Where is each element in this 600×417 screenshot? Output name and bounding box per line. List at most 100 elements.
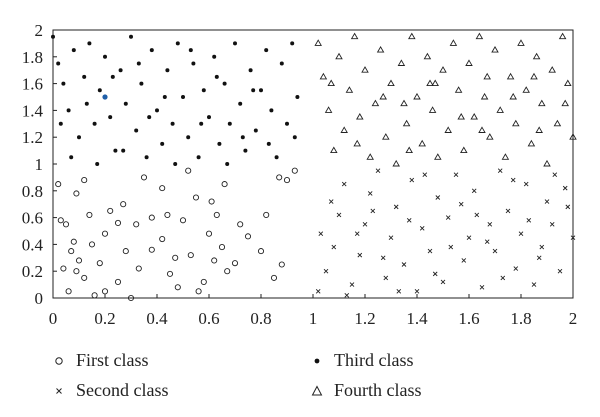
data-point [544, 199, 550, 204]
data-point [426, 79, 434, 87]
data-point [318, 231, 324, 236]
data-point [122, 248, 129, 255]
data-point [509, 92, 517, 100]
data-point [548, 66, 556, 73]
data-point [285, 121, 289, 126]
data-point [388, 235, 394, 241]
data-point [82, 74, 87, 79]
data-point [101, 230, 109, 237]
data-point [380, 255, 386, 261]
data-point [512, 119, 520, 127]
data-point [208, 198, 215, 205]
data-point [217, 141, 222, 146]
data-point [195, 288, 202, 295]
data-point [237, 221, 244, 228]
data-point [392, 159, 400, 167]
x-tick-label: 0.8 [250, 309, 271, 328]
data-point [181, 95, 185, 99]
data-point [84, 101, 89, 106]
data-point [480, 92, 489, 100]
data-point [121, 148, 126, 153]
data-point [315, 288, 321, 294]
data-point [530, 72, 538, 80]
data-point [81, 177, 88, 184]
data-point [474, 212, 480, 218]
data-point [453, 172, 459, 178]
y-tick-label: 1.6 [22, 75, 43, 94]
data-point [227, 121, 232, 126]
data-point [553, 119, 562, 127]
data-point [69, 155, 74, 160]
data-point [330, 146, 338, 154]
data-point [314, 39, 322, 46]
data-point [144, 155, 149, 160]
data-point [517, 39, 525, 46]
x-tick-label: 2 [569, 309, 578, 328]
y-tick-label: 0.4 [22, 235, 44, 254]
data-point [527, 139, 536, 147]
data-point [393, 204, 399, 210]
data-point [96, 260, 103, 267]
data-point [387, 79, 395, 87]
data-point [418, 139, 426, 147]
data-point [270, 274, 278, 281]
data-point [400, 99, 408, 107]
data-point [101, 288, 109, 295]
legend-label-first-class: First class [76, 350, 149, 370]
data-point [263, 211, 270, 218]
data-point [486, 133, 494, 140]
data-point [162, 95, 167, 99]
x-tick-label: 1.6 [458, 309, 479, 328]
data-point [225, 162, 230, 166]
data-point [458, 201, 464, 207]
data-point [449, 39, 458, 46]
data-point [496, 106, 504, 113]
data-point [557, 268, 563, 274]
data-point [170, 121, 175, 126]
data-point [513, 266, 519, 271]
data-point [448, 244, 454, 250]
data-point [259, 88, 263, 93]
data-point [65, 288, 72, 295]
data-point [356, 112, 364, 120]
data-points [51, 32, 577, 302]
data-point [257, 248, 265, 255]
data-point [506, 72, 515, 80]
data-point [164, 211, 171, 218]
data-point [274, 155, 279, 160]
data-point [243, 148, 248, 153]
data-point [327, 79, 335, 87]
data-point [165, 68, 170, 73]
data-point [413, 92, 421, 100]
data-point [88, 241, 96, 248]
data-point [129, 34, 133, 39]
data-point [75, 257, 83, 264]
data-point [471, 188, 477, 194]
data-point [244, 233, 252, 240]
open-triangle-marker-icon [311, 384, 323, 395]
data-point [238, 101, 243, 106]
data-point [185, 167, 192, 174]
data-point [73, 190, 80, 197]
data-point [186, 135, 191, 140]
scatter-chart: 0 0.2 0.4 0.6 0.8 1 1.2 1.4 1.6 1.8 2 0 0.2 0.4 0.6 0.… [22, 21, 578, 328]
data-point [103, 54, 107, 59]
data-point [408, 32, 416, 40]
data-point [87, 41, 92, 46]
data-point [401, 262, 407, 267]
data-point [379, 92, 387, 100]
data-point [371, 99, 380, 107]
data-point [291, 167, 298, 174]
data-point [558, 32, 567, 40]
data-point [460, 146, 468, 154]
data-point [419, 226, 425, 231]
data-point [292, 135, 297, 140]
open-circle-marker-icon [55, 356, 63, 365]
data-point [367, 191, 373, 196]
data-point [118, 68, 123, 73]
data-point [123, 101, 128, 106]
legend-item-second-class: Second class [52, 380, 168, 401]
data-point [562, 185, 568, 191]
data-point [383, 275, 389, 281]
data-point [51, 34, 55, 39]
